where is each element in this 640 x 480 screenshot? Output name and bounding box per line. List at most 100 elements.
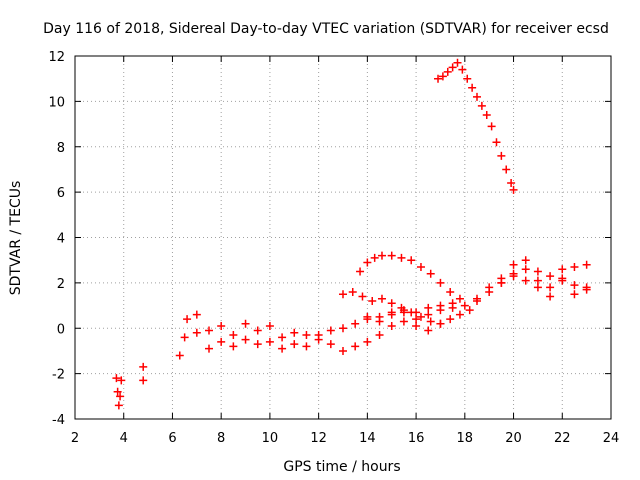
data-point (363, 337, 372, 346)
data-point (492, 138, 501, 147)
data-point (387, 310, 396, 319)
data-point (509, 272, 518, 281)
data-point (416, 262, 425, 271)
data-point (424, 310, 433, 319)
data-point (113, 387, 122, 396)
data-point (229, 331, 238, 340)
data-point (546, 292, 555, 301)
data-point (443, 67, 452, 76)
data-point (114, 401, 123, 410)
y-tick-label: 4 (57, 232, 65, 247)
data-point (192, 310, 201, 319)
y-tick-label: 10 (48, 95, 65, 110)
x-tick-label: 8 (217, 431, 225, 446)
x-tick-label: 2 (71, 431, 79, 446)
data-point (426, 317, 435, 326)
data-point (570, 262, 579, 271)
data-point (436, 319, 445, 328)
data-point (205, 344, 213, 353)
data-point (183, 315, 192, 324)
data-point (482, 110, 491, 119)
x-tick-label: 12 (310, 431, 327, 446)
data-point (387, 251, 396, 260)
data-point (473, 294, 481, 303)
data-point (412, 321, 421, 330)
data-point (180, 333, 189, 342)
series-early-b (139, 362, 148, 385)
chart-title: Day 116 of 2018, Sidereal Day-to-day VTE… (43, 21, 609, 37)
data-point (278, 344, 287, 353)
data-point (229, 342, 238, 351)
x-tick-label: 16 (408, 431, 425, 446)
data-point (407, 308, 416, 317)
data-point (339, 346, 347, 355)
data-point (533, 276, 542, 285)
data-point (424, 303, 433, 312)
data-point (278, 333, 287, 342)
data-point (509, 185, 518, 194)
x-tick-label: 6 (168, 431, 176, 446)
data-point (436, 306, 445, 315)
data-point (465, 306, 474, 315)
data-point (468, 83, 477, 92)
data-point (458, 65, 467, 74)
data-point (339, 324, 347, 333)
data-point (582, 260, 591, 269)
data-point (473, 92, 481, 101)
series-high (434, 58, 518, 194)
data-point (448, 63, 457, 72)
data-point (368, 297, 377, 306)
data-point (397, 303, 406, 312)
data-point (507, 179, 516, 188)
data-point (509, 260, 518, 269)
y-tick-label: 12 (48, 50, 65, 65)
data-point (453, 58, 462, 67)
data-point (424, 326, 433, 335)
data-point (399, 308, 408, 317)
series-mid-band (339, 287, 474, 328)
x-tick-label: 18 (457, 431, 474, 446)
x-axis-label: GPS time / hours (283, 459, 400, 475)
y-axis-label: SDTVAR / TECUs (8, 181, 24, 296)
data-point (460, 301, 469, 310)
x-tick-label: 4 (120, 431, 128, 446)
x-tick-label: 20 (505, 431, 522, 446)
data-point (358, 292, 367, 301)
data-point (375, 331, 384, 340)
data-point (302, 331, 311, 340)
data-point (377, 251, 386, 260)
data-point (302, 342, 311, 351)
data-point (253, 340, 262, 349)
data-point (485, 283, 494, 292)
data-point (399, 317, 408, 326)
data-point (438, 72, 447, 81)
data-point (326, 340, 335, 349)
data-point (434, 74, 443, 83)
data-point (387, 299, 396, 308)
data-point (570, 290, 579, 299)
data-point (265, 337, 274, 346)
data-point (533, 283, 542, 292)
data-point (175, 351, 184, 360)
data-point (377, 294, 386, 303)
data-point (446, 315, 455, 324)
data-point (217, 321, 226, 330)
data-point (570, 281, 579, 290)
data-point (487, 122, 496, 131)
data-point (217, 337, 226, 346)
data-point (533, 267, 542, 276)
data-point (348, 287, 357, 296)
data-point (265, 321, 274, 330)
y-tick-label: -4 (52, 413, 65, 428)
y-tick-label: 2 (57, 277, 65, 292)
x-tick-label: 10 (262, 431, 279, 446)
data-point (241, 335, 250, 344)
data-point (455, 310, 464, 319)
data-point (416, 312, 425, 321)
data-point (339, 290, 347, 299)
data-points (112, 58, 591, 410)
data-point (351, 342, 360, 351)
data-point (521, 265, 530, 274)
series-low-b (180, 317, 445, 355)
data-point (546, 272, 555, 281)
